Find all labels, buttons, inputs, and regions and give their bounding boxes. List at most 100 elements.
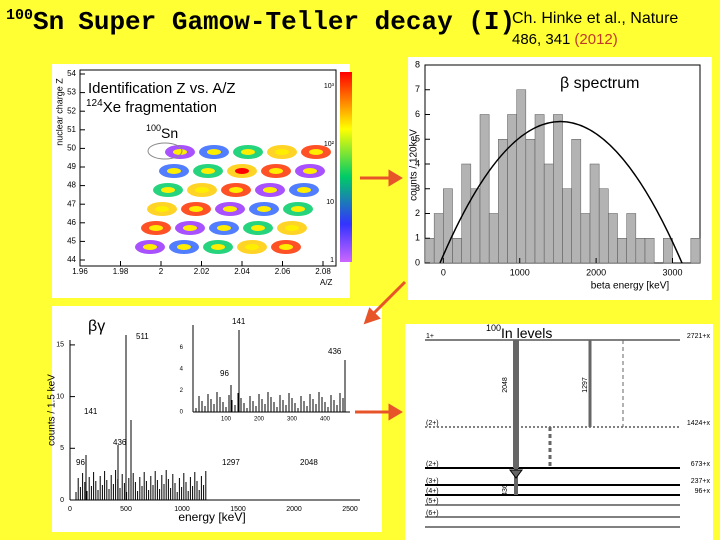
- blob-core: [257, 206, 271, 212]
- peak-label: 511: [136, 332, 149, 341]
- inset-y-tick-label: 0: [180, 410, 184, 416]
- transition-label: 436: [502, 484, 509, 496]
- blob-core: [269, 168, 283, 174]
- energy-label: 1424+x: [687, 420, 711, 427]
- levels-mass: 100: [486, 323, 501, 333]
- blob-core: [189, 206, 203, 212]
- blob-core: [161, 187, 175, 193]
- blob-core: [251, 225, 265, 231]
- x-tick-label: 3000: [662, 267, 682, 277]
- y-tick-label: 5: [415, 134, 420, 144]
- energy-label: 673+x: [691, 461, 711, 468]
- blob-core: [275, 149, 289, 155]
- x-tick-label: 2000: [586, 267, 606, 277]
- blob-core: [279, 244, 293, 250]
- inset-peak-label: 96: [220, 369, 229, 378]
- scale-tick-label: 10²: [324, 141, 335, 148]
- gamma-y-tick-label: 15: [56, 342, 64, 349]
- id-y-tick-label: 52: [67, 106, 76, 115]
- bar: [690, 238, 701, 264]
- spin-label: (2+): [426, 420, 439, 427]
- id-y-tick-label: 47: [67, 199, 76, 208]
- bar: [452, 238, 462, 264]
- scale-tick-label: 1: [330, 257, 334, 264]
- blob-core: [207, 149, 221, 155]
- y-tick-label: 8: [415, 59, 420, 69]
- y-tick-label: 3: [415, 183, 420, 193]
- blob-core: [173, 149, 187, 155]
- inset-x-tick-label: 400: [320, 417, 331, 423]
- bar: [580, 213, 591, 264]
- id-x-tick-label: 2.04: [234, 267, 250, 276]
- id-x-tick-label: 1.98: [113, 267, 129, 276]
- peak-label: 1297: [222, 458, 240, 467]
- peak-label: 2048: [300, 458, 318, 467]
- title-element: Sn: [33, 7, 64, 37]
- y-tick-label: 0: [415, 257, 420, 267]
- gamma-title: βγ: [88, 318, 105, 335]
- blob-core: [235, 168, 249, 174]
- id-y-tick-label: 49: [67, 162, 76, 171]
- id-y-tick-label: 45: [67, 237, 76, 246]
- id-x-tick-label: 2.02: [194, 267, 210, 276]
- id-x-label: A/Z: [320, 278, 333, 287]
- id-y-tick-label: 50: [67, 144, 76, 153]
- bar: [617, 238, 627, 264]
- gamma-y-label: counts / 1.5 keV: [47, 374, 58, 446]
- gamma-x-tick-label: 500: [120, 506, 132, 513]
- title-mass: 100: [6, 7, 33, 24]
- inset-y-tick-label: 4: [180, 367, 184, 373]
- spin-label: 1+: [426, 333, 434, 340]
- citation-volume: 486, 341: [512, 31, 570, 48]
- inset-x-tick-label: 100: [221, 417, 232, 423]
- id-y-tick-label: 53: [67, 88, 76, 97]
- gamma-y-tick-label: 10: [56, 393, 64, 400]
- bar: [635, 238, 646, 264]
- fit-curve: [439, 121, 683, 264]
- peak-label: 141: [84, 407, 98, 416]
- bar: [470, 188, 481, 264]
- inset-peak-label: 436: [328, 347, 342, 356]
- bar: [663, 238, 673, 264]
- gamma-panel: [52, 306, 382, 532]
- beta-title: β spectrum: [560, 75, 639, 92]
- citation: Ch. Hinke et al., Nature: [512, 10, 678, 27]
- peak-label: 436: [113, 438, 127, 447]
- blob-core: [223, 206, 237, 212]
- energy-label: 2721+x: [687, 333, 711, 340]
- title-text: Super Gamow-Teller decay (I): [78, 7, 515, 37]
- bar: [424, 238, 435, 264]
- inset-x-tick-label: 200: [254, 417, 265, 423]
- gamma-x-tick-label: 1000: [174, 506, 190, 513]
- beta-chart: 0 1 2 3 4 5 6 7 8 0 1000 2000 3000 β spectrum beta ene…: [409, 59, 701, 292]
- gamma-x-tick-label: 2000: [286, 506, 302, 513]
- bar: [543, 163, 554, 264]
- bar: [553, 114, 563, 264]
- id-y-tick-label: 48: [67, 181, 76, 190]
- id-plot: [79, 69, 352, 267]
- blob-core: [211, 244, 225, 250]
- bar: [571, 139, 582, 264]
- blob-core: [149, 225, 163, 231]
- blob-core: [183, 225, 197, 231]
- id-y-tick-label: 46: [67, 218, 76, 227]
- gamma-y-tick-label: 5: [60, 445, 64, 452]
- bar: [589, 163, 600, 264]
- id-y-tick-label: 44: [67, 255, 76, 264]
- x-tick-label: 0: [441, 267, 446, 277]
- bar: [562, 188, 572, 264]
- gamma-y-tick-label: 0: [60, 497, 64, 504]
- blob-core: [195, 187, 209, 193]
- bar: [433, 213, 444, 264]
- sn-label: 100Sn: [146, 123, 178, 140]
- transition-label: 2048: [502, 377, 509, 393]
- bar: [507, 114, 517, 264]
- gamma-x-tick-label: 0: [68, 506, 72, 513]
- spin-label: (3+): [426, 478, 439, 485]
- bar: [488, 213, 499, 264]
- level-scheme: [425, 339, 680, 528]
- bar: [598, 188, 609, 264]
- gamma-x-label: energy [keV]: [178, 510, 245, 524]
- citation-year: (2012): [574, 31, 617, 48]
